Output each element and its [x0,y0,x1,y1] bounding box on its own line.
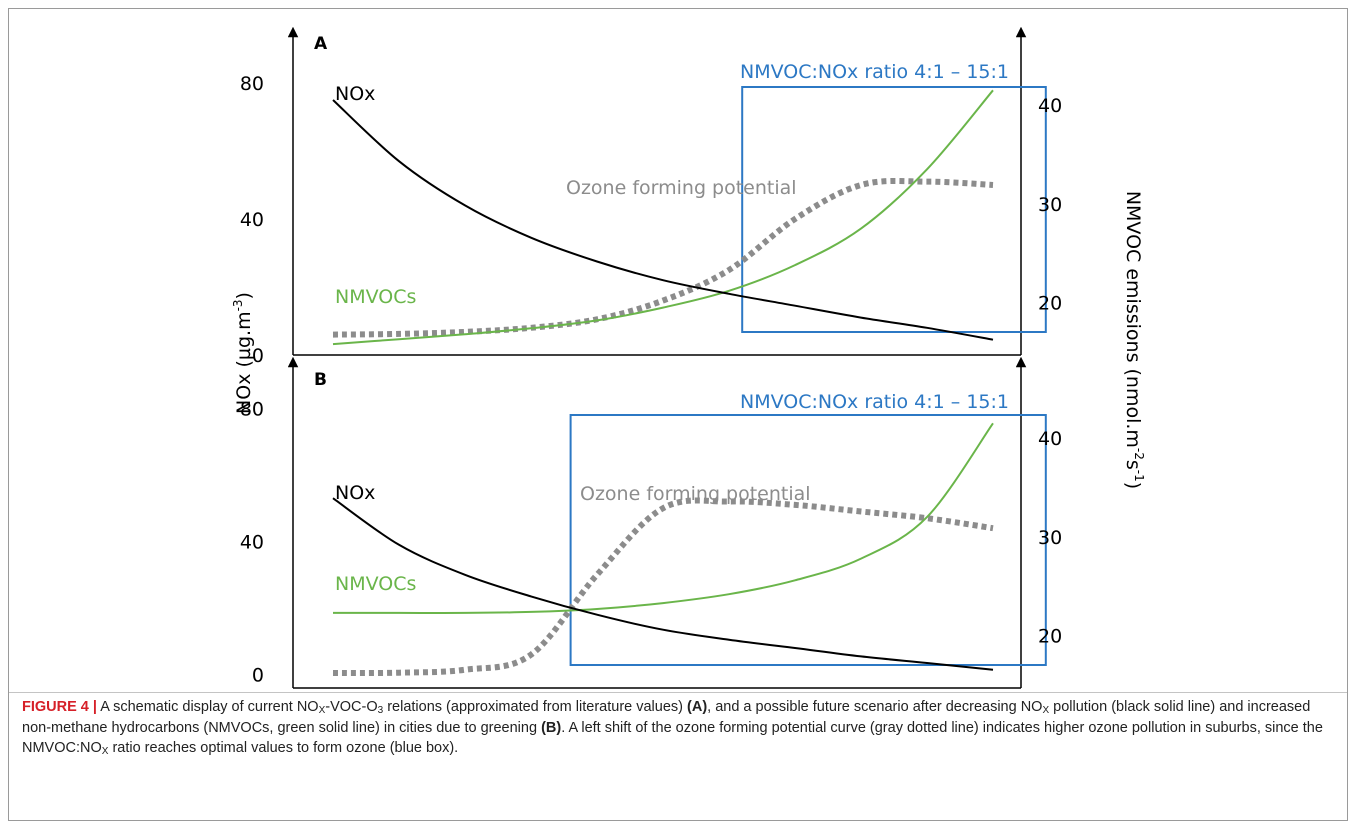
ozone-line-b [332,497,994,677]
y-tick-right-b: 30 [1038,527,1062,549]
caption-text: -VOC-O [325,699,378,715]
y-tick-left-b: 0 [252,665,264,687]
nox-label-b: NOx [335,482,375,504]
y-tick-right-b: 20 [1038,626,1062,648]
caption-figure-label: FIGURE 4 | [22,699,97,715]
ratio-box-a [741,86,1047,333]
caption-sub: X [101,746,109,757]
y-axis-right-title-main: NMVOC emissions (nmol.m [1122,191,1144,448]
y-axis-right-title-sup1: -2 [1132,448,1146,460]
caption-text: , and a possible future scenario after d… [707,699,1043,715]
caption-text: pollution (black solid line) and increas… [22,699,1311,736]
panel-b: B [287,356,1027,689]
y-tick-left-a: 0 [252,345,264,367]
ozone-label-a: Ozone forming potential [566,177,797,199]
y-axis-right-title: NMVOC emissions (nmol.m-2s-1) [1122,191,1146,489]
panel-b-label: B [314,370,327,390]
ozone-label-b: Ozone forming potential [580,483,811,505]
caption-text: ratio reaches optimal values to form ozo… [108,740,459,756]
y-tick-right-a: 20 [1038,293,1062,315]
caption-text: . A left shift of the ozone forming pote… [22,719,1323,757]
y-axis-right-title-end: ) [1122,482,1144,489]
x-label-rural: rural [917,690,964,692]
ratio-box-a-label: NMVOC:NOx ratio 4:1 – 15:1 [740,61,1009,83]
nmvoc-label-b: NMVOCs [335,573,416,595]
y-axis-left-title: NOx (µg.m-3) [231,292,255,414]
tick-labels: 0 40 80 20 30 40 0 40 80 20 30 40 [240,73,1062,687]
y-tick-left-b: 40 [240,531,264,553]
y-tick-right-b: 40 [1038,428,1062,450]
ratio-box-b-label: NMVOC:NOx ratio 4:1 – 15:1 [740,391,1009,413]
panel-b-plot: NMVOC:NOx ratio 4:1 – 15:1 NOx NMVOCs Oz… [332,391,1047,677]
caption-panel-ref: (B) [541,719,562,736]
y-tick-left-b: 80 [240,398,264,420]
ozone-line-a [332,177,994,338]
caption-sub: 3 [377,705,384,716]
y-tick-right-a: 40 [1038,95,1062,117]
caption-text: relations (approximated from literature … [383,699,688,715]
panel-a: A [287,26,1027,356]
x-label-urban: urban [312,690,371,692]
nmvoc-line-a [332,89,994,346]
chart-figure: A B NOx (µg.m-3) NMVOC emissions (nmol.m… [231,26,1146,692]
ratio-box-b [569,414,1047,666]
y-axis-left-title-main: NOx (µg.m [233,311,255,414]
nox-line-b [332,497,994,671]
caption-text: A schematic display of current NO [96,699,319,715]
figure-caption: FIGURE 4 | A schematic display of curren… [22,697,1327,759]
y-tick-right-a: 30 [1038,194,1062,216]
y-axis-right-title-mid: s [1122,460,1144,470]
panel-a-label: A [314,34,328,54]
y-tick-left-a: 80 [240,73,264,95]
y-axis-right-title-sup2: -1 [1132,470,1146,482]
nox-line-a [332,99,994,341]
caption-divider [9,692,1347,693]
y-axis-left-title-end: ) [233,292,255,299]
y-axis-left-title-sup: -3 [231,299,245,311]
caption-sub: X [318,705,326,716]
nox-label-a: NOx [335,83,375,105]
caption-panel-ref: (A) [687,699,708,715]
caption-sub: X [1042,705,1050,716]
nmvoc-line-b [333,422,994,614]
nmvoc-label-a: NMVOCs [335,286,416,308]
x-label-suburbs: suburbs [612,690,692,692]
panel-a-plot: NMVOC:NOx ratio 4:1 – 15:1 NOx NMVOCs Oz… [332,61,1047,346]
y-tick-left-a: 40 [240,209,264,231]
